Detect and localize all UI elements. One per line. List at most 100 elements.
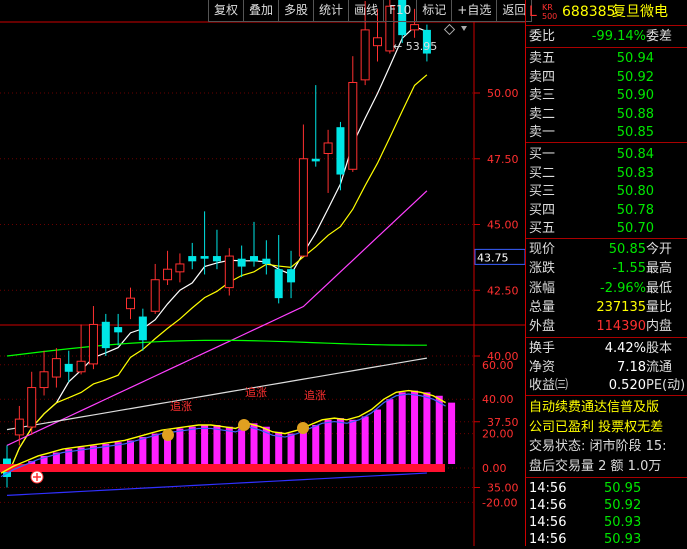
toolbar-button-4[interactable]: 画线 bbox=[349, 0, 385, 22]
row-label: 卖二 bbox=[529, 106, 556, 122]
indicator-bar bbox=[225, 426, 233, 464]
indicator-bar bbox=[361, 416, 369, 464]
price-tick: 47.50 bbox=[487, 153, 519, 166]
quote-row: 涨跌 -1.55 最高 bbox=[526, 260, 687, 278]
price-tick: 37.50 bbox=[487, 416, 519, 429]
candle bbox=[336, 121, 345, 191]
row-value: 50.90 bbox=[616, 88, 654, 103]
row-label: 买五 bbox=[529, 221, 556, 236]
trade-row: 14:56 50.92 bbox=[526, 497, 687, 515]
toolbar-button-7[interactable]: +自选 bbox=[452, 0, 498, 22]
money-bag-icon bbox=[297, 422, 309, 434]
indicator-bar bbox=[201, 425, 209, 464]
indicator-tick: 0.00 bbox=[482, 462, 507, 475]
candle bbox=[188, 242, 197, 270]
ticker-line: 交易状态: 闭市阶段 15: bbox=[529, 439, 667, 454]
row-label: 买一 bbox=[529, 147, 556, 162]
row-label: 卖五 bbox=[529, 51, 556, 66]
indicator-bar bbox=[89, 445, 97, 464]
indicator-bar bbox=[77, 447, 85, 464]
indicator-bar bbox=[374, 409, 381, 464]
indicator-bar bbox=[102, 443, 110, 464]
row-value: 50.85 bbox=[608, 242, 646, 257]
signal-label: 追涨 bbox=[304, 388, 326, 402]
indicator-bar bbox=[336, 418, 344, 464]
indicator-bar bbox=[151, 433, 159, 464]
indicator-line-2 bbox=[0, 393, 446, 478]
chart-area[interactable]: 50.00 47.50 45.00 42.50 40.00 37.50 35.00 43.75… bbox=[0, 0, 533, 546]
diamond-icon[interactable] bbox=[443, 23, 456, 36]
candle bbox=[224, 248, 234, 296]
price-tick: 50.00 bbox=[487, 87, 519, 100]
candle bbox=[348, 56, 358, 172]
row-value: 50.84 bbox=[616, 147, 654, 162]
candle bbox=[14, 405, 24, 446]
indicator-bar bbox=[238, 428, 246, 464]
indicator-bar bbox=[423, 392, 431, 464]
quote-row: 净资 7.18 流通 bbox=[526, 359, 687, 377]
row-value: 7.18 bbox=[617, 359, 646, 375]
trade-row: 14:56 50.95 bbox=[526, 480, 687, 498]
candle bbox=[323, 129, 333, 193]
indicator-tick: 40.00 bbox=[482, 393, 514, 406]
trade-time: 14:56 bbox=[529, 498, 567, 513]
ticker-line: 公司已盈利 投票权无差 bbox=[529, 419, 664, 435]
candle bbox=[274, 235, 283, 304]
candle bbox=[138, 308, 147, 351]
trade-time: 14:56 bbox=[529, 515, 567, 530]
row-label: 买三 bbox=[529, 184, 556, 199]
row-value: 50.78 bbox=[616, 202, 654, 218]
indicator-bar bbox=[275, 431, 283, 464]
candle bbox=[398, 0, 407, 44]
row-label: 卖三 bbox=[529, 88, 556, 103]
row-label: 现价 bbox=[529, 242, 556, 257]
row-value: -2.96% bbox=[600, 280, 646, 296]
indicator-bar bbox=[262, 426, 270, 464]
toolbar-button-2[interactable]: 多股 bbox=[279, 0, 315, 22]
candle bbox=[311, 85, 320, 167]
indicator-bar bbox=[411, 390, 419, 464]
trade-price: 50.93 bbox=[604, 515, 642, 530]
trade-row: 14:56 50.93 bbox=[526, 531, 687, 549]
badge-bottom: 500 bbox=[542, 12, 558, 21]
quote-row: 换手 4.42% 股本 bbox=[526, 340, 687, 358]
candle bbox=[163, 250, 173, 285]
ticker-line: 自动续费通达信普及版 bbox=[529, 400, 660, 415]
indicator-bar bbox=[324, 419, 332, 464]
toolbar-button-1[interactable]: 叠加 bbox=[244, 0, 280, 22]
row-label: 换手 bbox=[529, 341, 556, 356]
row-label-2: 流通 bbox=[646, 359, 673, 375]
indicator-line bbox=[0, 389, 446, 474]
weicha-label: 委差 bbox=[646, 29, 673, 44]
quote-row: 买一 50.84 bbox=[526, 146, 687, 164]
row-value: 50.88 bbox=[616, 106, 654, 122]
toolbar-button-3[interactable]: 统计 bbox=[314, 0, 350, 22]
dropdown-arrow-icon[interactable] bbox=[461, 26, 467, 31]
indicator-baseline-bar bbox=[0, 464, 445, 472]
toolbar-button-8[interactable]: 返回 bbox=[497, 0, 533, 22]
ma60-line bbox=[6, 339, 427, 357]
signal-label: 追涨 bbox=[245, 385, 267, 399]
quote-row: 涨幅 -2.96% 最低 bbox=[526, 280, 687, 298]
toolbar-button-5[interactable]: F10 bbox=[384, 0, 418, 22]
candle bbox=[298, 124, 308, 257]
row-label: 买二 bbox=[529, 165, 556, 181]
current-price-label: 43.75 bbox=[477, 251, 509, 264]
indicator-bar bbox=[139, 437, 147, 464]
current-price-box bbox=[474, 248, 525, 265]
trade-price: 50.95 bbox=[604, 481, 642, 496]
quote-row: 卖三 50.90 bbox=[526, 87, 687, 105]
trade-time: 14:56 bbox=[529, 532, 567, 547]
row-label: 卖四 bbox=[529, 69, 556, 85]
candle bbox=[250, 221, 258, 267]
ma20-line bbox=[6, 190, 428, 446]
candle bbox=[212, 229, 221, 270]
price-tick: 35.00 bbox=[487, 482, 519, 495]
kline-chart[interactable]: 50.00 47.50 45.00 42.50 40.00 37.50 35.00 43.75… bbox=[0, 0, 525, 546]
indicator-bar bbox=[40, 455, 48, 464]
trade-row: 14:56 50.93 bbox=[526, 514, 687, 532]
row-value: 4.42% bbox=[604, 341, 646, 356]
toolbar-button-6[interactable]: 标记 bbox=[417, 0, 453, 22]
toolbar-button-0[interactable]: 复权 bbox=[209, 0, 245, 22]
indicator-tick: -20.00 bbox=[482, 496, 517, 509]
